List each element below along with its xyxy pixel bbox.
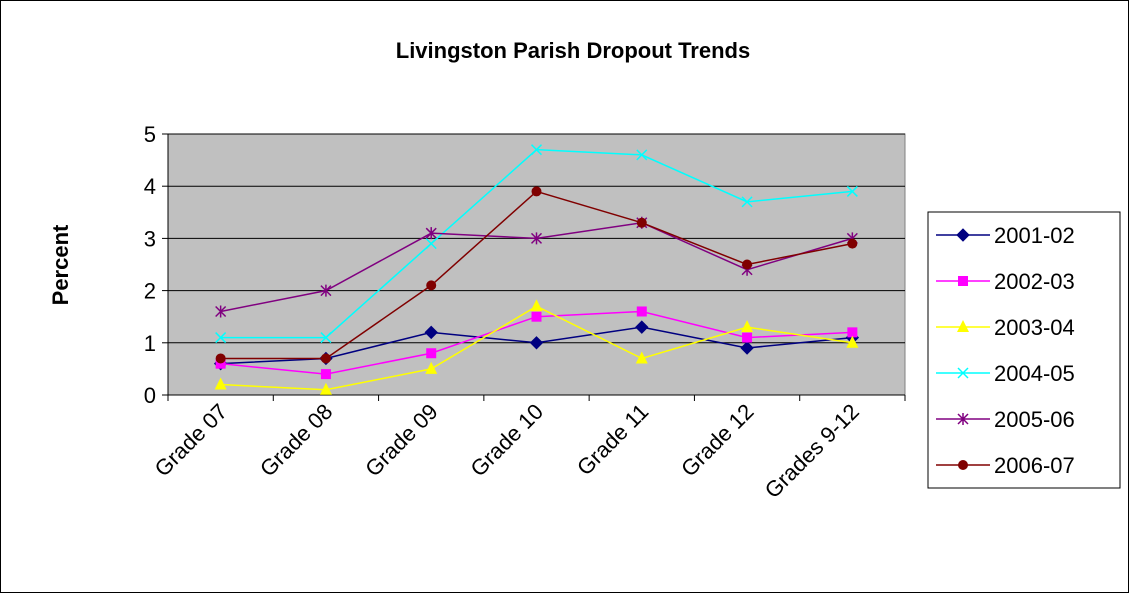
y-tick-label: 2 bbox=[144, 279, 156, 304]
marker bbox=[320, 353, 331, 364]
marker bbox=[530, 232, 543, 245]
marker bbox=[958, 460, 968, 470]
marker bbox=[741, 196, 753, 208]
marker bbox=[847, 238, 858, 249]
legend-label: 2003-04 bbox=[994, 315, 1075, 340]
marker bbox=[957, 320, 969, 332]
marker bbox=[531, 311, 542, 322]
marker bbox=[636, 306, 647, 317]
marker bbox=[215, 305, 227, 318]
legend-label: 2002-03 bbox=[994, 269, 1075, 294]
legend-label: 2004-05 bbox=[994, 361, 1075, 386]
y-axis-label: Percent bbox=[48, 224, 73, 305]
marker bbox=[957, 367, 969, 379]
marker bbox=[957, 413, 969, 425]
marker bbox=[529, 336, 544, 350]
chart-title: Livingston Parish Dropout Trends bbox=[396, 38, 750, 63]
marker bbox=[846, 185, 858, 197]
marker bbox=[320, 332, 332, 344]
marker bbox=[215, 353, 226, 364]
marker bbox=[636, 149, 648, 161]
marker bbox=[426, 280, 437, 291]
legend-label: 2006-07 bbox=[994, 453, 1075, 478]
y-tick-label: 0 bbox=[144, 383, 156, 408]
legend-label: 2001-02 bbox=[994, 223, 1075, 248]
y-tick-label: 5 bbox=[144, 122, 156, 147]
marker bbox=[635, 351, 648, 364]
marker bbox=[530, 299, 543, 312]
marker bbox=[635, 320, 649, 334]
marker bbox=[956, 228, 970, 242]
marker bbox=[425, 361, 438, 374]
marker bbox=[215, 332, 227, 344]
marker bbox=[426, 348, 437, 359]
marker bbox=[215, 358, 226, 369]
marker bbox=[846, 335, 859, 348]
marker bbox=[320, 369, 331, 380]
marker bbox=[319, 382, 332, 395]
y-tick-label: 4 bbox=[144, 174, 156, 199]
marker bbox=[425, 238, 437, 250]
legend-label: 2005-06 bbox=[994, 407, 1075, 432]
marker bbox=[742, 259, 753, 270]
marker bbox=[740, 341, 754, 355]
marker bbox=[425, 227, 437, 240]
y-tick-label: 1 bbox=[144, 331, 156, 356]
marker bbox=[531, 186, 542, 197]
marker bbox=[424, 325, 438, 340]
marker bbox=[214, 377, 227, 390]
marker bbox=[530, 144, 543, 156]
marker bbox=[847, 327, 858, 338]
y-tick-label: 3 bbox=[144, 226, 156, 251]
marker bbox=[320, 284, 332, 297]
marker bbox=[741, 320, 754, 333]
plot-area bbox=[167, 133, 906, 396]
legend bbox=[927, 211, 1121, 489]
marker bbox=[742, 332, 753, 343]
marker bbox=[958, 276, 968, 286]
marker bbox=[636, 217, 647, 228]
